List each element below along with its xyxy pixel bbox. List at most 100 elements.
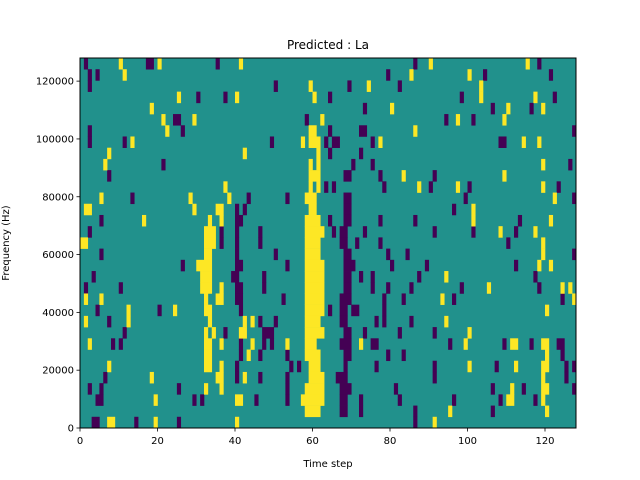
heatmap-cell-low (95, 304, 100, 317)
heatmap-cell-low (343, 259, 356, 272)
heatmap-cell-high (204, 360, 213, 373)
heatmap-cell-low (374, 360, 379, 373)
x-tick-label: 60 (306, 436, 319, 447)
heatmap-cell-high (130, 136, 135, 148)
heatmap-cell-high (107, 416, 116, 429)
heatmap-cell-high (413, 125, 418, 137)
heatmap-cell-high (308, 158, 313, 171)
heatmap-cell-low (502, 338, 507, 350)
heatmap-cell-low (235, 203, 240, 216)
heatmap-cell-high (235, 394, 244, 406)
heatmap-cell-high (173, 304, 178, 317)
heatmap-cell-low (560, 293, 565, 305)
heatmap-cell-low (87, 69, 92, 81)
heatmap-cell-low (95, 394, 104, 406)
heatmap-cell-low (235, 248, 240, 261)
heatmap-cell-low (339, 405, 348, 418)
heatmap-cell-low (490, 102, 495, 115)
heatmap-cell-high (541, 102, 546, 115)
heatmap-cell-high (235, 91, 240, 104)
heatmap-cell-high (390, 102, 395, 115)
heatmap-cell-high (541, 360, 550, 373)
heatmap-cell-low (529, 102, 534, 115)
heatmap-cell-high (204, 226, 216, 238)
heatmap-cell-high (568, 282, 573, 294)
heatmap-cell-low (417, 271, 422, 283)
heatmap-cell-high (219, 214, 224, 227)
x-tick-label: 40 (229, 436, 242, 447)
heatmap-cell-high (541, 338, 550, 350)
heatmap-cell-high (401, 170, 406, 182)
heatmap-cell-low (467, 181, 472, 193)
heatmap-cell-high (521, 136, 526, 148)
heatmap-cell-low (370, 271, 375, 283)
heatmap-cell-low (521, 383, 526, 395)
heatmap-cell-low (285, 259, 290, 272)
heatmap-cell-low (382, 304, 387, 317)
heatmap-cell-low (343, 192, 352, 205)
heatmap-cell-high (541, 371, 546, 384)
heatmap-cell-high (552, 192, 557, 205)
y-tick-label: 20000 (42, 366, 74, 377)
heatmap-cell-high (316, 158, 321, 171)
heatmap-cell-low (448, 338, 453, 350)
heatmap-cell-low (122, 136, 127, 148)
heatmap-cell-low (339, 315, 348, 328)
heatmap-cell-low (370, 338, 379, 350)
heatmap-cell-low (91, 416, 100, 429)
heatmap-cell-low (107, 170, 112, 182)
heatmap-cell-high (366, 80, 371, 92)
heatmap-cell-high (250, 338, 255, 350)
heatmap-cell-low (560, 349, 565, 362)
heatmap-cell-low (339, 237, 348, 249)
heatmap-cell-high (80, 237, 89, 249)
heatmap-cell-high (467, 327, 472, 339)
heatmap-cell-high (548, 259, 554, 272)
heatmap-cell-low (122, 327, 127, 339)
heatmap-cell-low (483, 69, 488, 81)
x-tick-label: 120 (535, 436, 554, 447)
heatmap-cell-low (235, 371, 240, 384)
heatmap-cell-high (498, 226, 503, 238)
heatmap-cell-low (359, 125, 368, 137)
heatmap-cell-low (572, 248, 577, 261)
heatmap-cell-low (413, 58, 418, 70)
heatmap-cell-low (87, 136, 92, 148)
heatmap-cell-high (359, 338, 364, 350)
heatmap-cell-low (471, 226, 476, 238)
heatmap-cell-low (258, 371, 263, 384)
heatmap-background-cells (80, 58, 576, 428)
heatmap-cell-high (304, 214, 321, 227)
heatmap-cell-low (564, 360, 569, 373)
heatmap-cell-low (343, 214, 352, 227)
heatmap-cell-high (99, 192, 104, 205)
heatmap-cell-high (455, 114, 461, 126)
heatmap-cell-low (335, 371, 348, 384)
heatmap-cell-low (452, 394, 457, 406)
heatmap-cell-high (149, 102, 154, 115)
heatmap-cell-high (126, 304, 131, 317)
heatmap-cell-low (568, 158, 573, 171)
heatmap-cell-low (498, 394, 503, 406)
heatmap-cell-high (541, 237, 546, 249)
heatmap-cell-high (541, 383, 550, 395)
heatmap-cell-low (258, 237, 263, 249)
heatmap-cell-high (308, 170, 321, 182)
y-axis-label: Frequency (Hz) (1, 205, 12, 281)
heatmap-cell-high (537, 259, 542, 272)
heatmap-cell-high (308, 203, 317, 216)
heatmap-cell-low (382, 315, 387, 328)
heatmap-cell-low (331, 181, 337, 193)
y-tick-label: 120000 (36, 77, 74, 88)
heatmap-cell-low (339, 338, 352, 350)
heatmap-cell-high (246, 349, 251, 362)
heatmap-cell-low (490, 383, 495, 395)
heatmap-cell-high (204, 383, 209, 395)
heatmap-cell-low (235, 259, 244, 272)
heatmap-cell-high (440, 293, 445, 305)
heatmap-cell-high (215, 203, 224, 216)
heatmap-cell-low (269, 136, 275, 148)
heatmap-cell-low (285, 394, 290, 406)
heatmap-cell-low (548, 69, 554, 81)
heatmap-cell-high (304, 237, 321, 249)
